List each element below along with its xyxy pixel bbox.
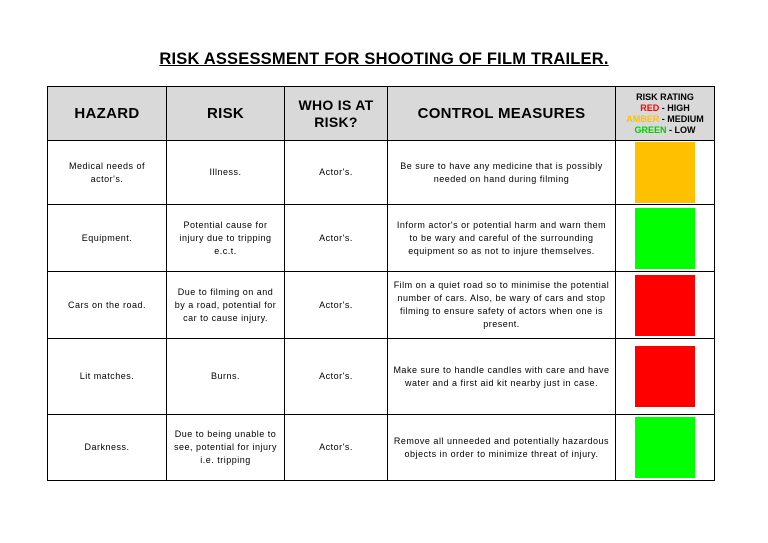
- document-title: RISK ASSESSMENT FOR SHOOTING OF FILM TRA…: [159, 50, 609, 68]
- legend-amber-level: - MEDIUM: [659, 113, 704, 124]
- hazard-cell: Darkness.: [47, 414, 167, 481]
- legend-red: RED - HIGH: [617, 103, 713, 114]
- legend-green-level: - LOW: [666, 124, 696, 135]
- header-hazard: HAZARD: [47, 86, 167, 141]
- rating-title: RISK RATING: [636, 91, 694, 102]
- risk-table: HAZARD RISK WHO IS AT RISK? CONTROL MEAS…: [47, 86, 715, 481]
- legend-red-word: RED: [640, 102, 660, 113]
- control-cell: Remove all unneeded and potentially haza…: [387, 414, 616, 481]
- header-control: CONTROL MEASURES: [387, 86, 616, 141]
- legend-amber: AMBER - MEDIUM: [617, 114, 713, 125]
- rating-cell: [615, 140, 715, 205]
- legend-amber-word: AMBER: [626, 113, 660, 124]
- header-row: HAZARD RISK WHO IS AT RISK? CONTROL MEAS…: [47, 86, 715, 141]
- rating-cell: [615, 204, 715, 272]
- table-row: Cars on the road. Due to filming on and …: [47, 271, 715, 339]
- risk-cell: Due to being unable to see, potential fo…: [166, 414, 285, 481]
- risk-cell: Burns.: [166, 338, 285, 415]
- header-risk: RISK: [166, 86, 285, 141]
- risk-cell: Due to filming on and by a road, potenti…: [166, 271, 285, 339]
- rating-cell: [615, 414, 715, 481]
- rating-swatch: [635, 207, 695, 269]
- who-cell: Actor's.: [284, 140, 388, 205]
- rating-swatch: [635, 417, 695, 478]
- legend-green-word: GREEN: [634, 124, 667, 135]
- rating-swatch: [635, 142, 695, 203]
- control-cell: Film on a quiet road so to minimise the …: [387, 271, 616, 339]
- control-cell: Make sure to handle candles with care an…: [387, 338, 616, 415]
- legend-green: GREEN - LOW: [617, 125, 713, 136]
- control-cell: Be sure to have any medicine that is pos…: [387, 140, 616, 205]
- header-who: WHO IS AT RISK?: [284, 86, 388, 141]
- who-cell: Actor's.: [284, 204, 388, 272]
- table-row: Darkness. Due to being unable to see, po…: [47, 414, 715, 481]
- who-cell: Actor's.: [284, 414, 388, 481]
- hazard-cell: Cars on the road.: [47, 271, 167, 339]
- who-cell: Actor's.: [284, 338, 388, 415]
- legend-red-level: - HIGH: [659, 102, 690, 113]
- hazard-cell: Equipment.: [47, 204, 167, 272]
- table-row: Equipment. Potential cause for injury du…: [47, 204, 715, 272]
- rating-swatch: [635, 346, 695, 407]
- who-cell: Actor's.: [284, 271, 388, 339]
- control-cell: Inform actor's or potential harm and war…: [387, 204, 616, 272]
- hazard-cell: Medical needs of actor's.: [47, 140, 167, 205]
- table-row: Lit matches. Burns. Actor's. Make sure t…: [47, 338, 715, 415]
- rating-cell: [615, 271, 715, 339]
- hazard-cell: Lit matches.: [47, 338, 167, 415]
- rating-swatch: [635, 274, 695, 336]
- risk-cell: Illness.: [166, 140, 285, 205]
- table-row: Medical needs of actor's. Illness. Actor…: [47, 140, 715, 205]
- risk-cell: Potential cause for injury due to trippi…: [166, 204, 285, 272]
- header-rating: RISK RATING RED - HIGH AMBER - MEDIUM GR…: [615, 86, 715, 141]
- rating-cell: [615, 338, 715, 415]
